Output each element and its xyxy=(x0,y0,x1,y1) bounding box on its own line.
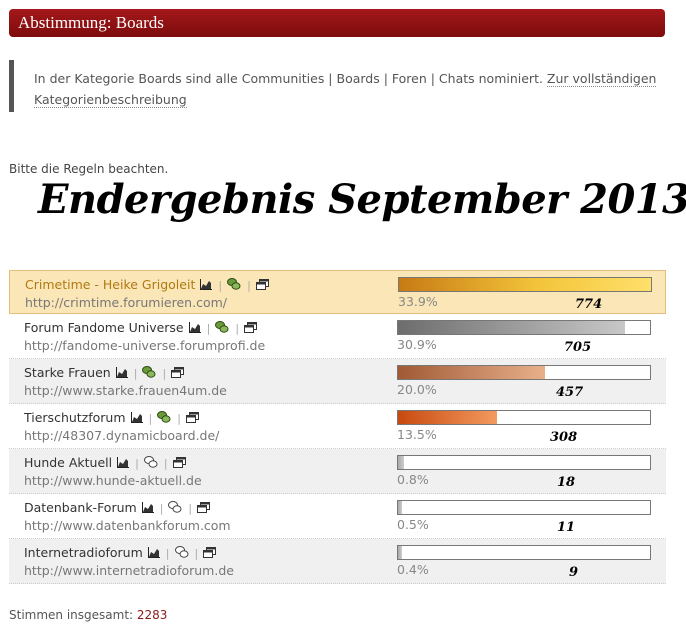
vote-bar xyxy=(397,500,651,515)
vote-bar xyxy=(397,410,651,425)
poll-results: Crimetime - Heike Grigoleit | | http://crim… xyxy=(9,270,666,584)
window-icon[interactable] xyxy=(197,501,211,516)
vote-bar xyxy=(397,365,651,380)
total-label: Stimmen insgesamt: xyxy=(9,608,134,622)
vote-bar-fill xyxy=(398,546,402,559)
separator: | xyxy=(133,367,138,380)
vote-count: 705 xyxy=(564,340,592,355)
poll-row: Crimetime - Heike Grigoleit | | http://crim… xyxy=(9,270,666,314)
vote-count: 11 xyxy=(557,520,576,535)
separator: | xyxy=(218,279,223,292)
window-icon[interactable] xyxy=(255,278,269,293)
vote-percent: 0.4% xyxy=(397,562,429,577)
separator: | xyxy=(194,547,199,560)
chart-icon[interactable] xyxy=(200,278,213,293)
speech-bubble-icon[interactable] xyxy=(142,366,156,381)
speech-bubble-icon[interactable] xyxy=(174,546,189,561)
poll-row: Hunde Aktuell | | http://www.hunde-aktuell.… xyxy=(9,449,666,494)
poll-row: Starke Frauen | | http://www.starke.frauen4… xyxy=(9,359,666,404)
separator: | xyxy=(177,412,181,425)
separator: | xyxy=(135,457,139,470)
poll-row: Tierschutzforum | | http://48307.dynamicboa… xyxy=(9,404,666,449)
separator: | xyxy=(162,367,167,380)
separator: | xyxy=(247,279,251,292)
board-url[interactable]: http://www.internetradioforum.de xyxy=(24,563,234,578)
poll-row: Datenbank-Forum | | http://www.datenbankfor… xyxy=(9,494,666,539)
vote-percent: 33.9% xyxy=(398,294,438,309)
vote-bar xyxy=(397,455,651,470)
intro-text: In der Kategorie Boards sind alle Commun… xyxy=(34,71,547,86)
board-url[interactable]: http://www.starke.frauen4um.de xyxy=(24,383,227,398)
board-name[interactable]: Datenbank-Forum xyxy=(24,500,137,515)
speech-bubble-icon[interactable] xyxy=(168,501,182,516)
chart-icon[interactable] xyxy=(147,546,160,561)
board-name[interactable]: Hunde Aktuell xyxy=(24,455,113,470)
separator: | xyxy=(165,547,170,560)
result-title: Endergebnis September 2013 xyxy=(38,176,686,223)
chart-icon[interactable] xyxy=(117,456,130,471)
separator: | xyxy=(235,322,240,335)
poll-row: Internetradioforum | | http://www.internetr… xyxy=(9,539,666,584)
vote-percent: 30.9% xyxy=(397,337,437,352)
board-url[interactable]: http://crimtime.forumieren.com/ xyxy=(25,295,227,310)
speech-bubble-icon[interactable] xyxy=(215,321,229,336)
separator: | xyxy=(163,457,168,470)
separator: | xyxy=(188,502,193,515)
chart-icon[interactable] xyxy=(130,411,143,426)
chart-icon[interactable] xyxy=(188,321,201,336)
speech-bubble-icon[interactable] xyxy=(157,411,171,426)
window-icon[interactable] xyxy=(244,321,258,336)
board-url[interactable]: http://www.datenbankforum.com xyxy=(24,518,231,533)
vote-bar-fill xyxy=(398,456,404,469)
separator: | xyxy=(206,322,211,335)
speech-bubble-icon[interactable] xyxy=(227,278,241,293)
category-description: In der Kategorie Boards sind alle Commun… xyxy=(9,60,670,112)
vote-percent: 13.5% xyxy=(397,427,437,442)
vote-bar-fill xyxy=(399,278,651,291)
window-icon[interactable] xyxy=(172,456,186,471)
vote-bar-fill xyxy=(398,366,545,379)
vote-bar-fill xyxy=(398,321,625,334)
vote-bar xyxy=(398,277,652,292)
speech-bubble-icon[interactable] xyxy=(143,456,158,471)
vote-percent: 20.0% xyxy=(397,382,437,397)
vote-count: 457 xyxy=(556,385,584,400)
vote-percent: 0.8% xyxy=(397,472,429,487)
category-description-link[interactable]: Zur vollständigen Kategorienbeschreibung xyxy=(34,71,657,108)
rules-note: Bitte die Regeln beachten. xyxy=(9,162,169,176)
vote-count: 774 xyxy=(575,297,603,312)
separator: | xyxy=(159,502,164,515)
vote-count: 308 xyxy=(550,430,578,445)
poll-title: Abstimmung: Boards xyxy=(18,13,164,32)
window-icon[interactable] xyxy=(185,411,199,426)
window-icon[interactable] xyxy=(171,366,185,381)
vote-count: 18 xyxy=(557,475,576,490)
board-name[interactable]: Forum Fandome Universe xyxy=(24,320,184,335)
board-url[interactable]: http://fandome-universe.forumprofi.de xyxy=(24,338,266,353)
poll-row: Forum Fandome Universe | | http://fandome-u… xyxy=(9,314,666,359)
vote-bar-fill xyxy=(398,411,498,424)
board-name[interactable]: Starke Frauen xyxy=(24,365,111,380)
total-votes: Stimmen insgesamt: 2283 xyxy=(9,608,167,622)
board-name[interactable]: Crimetime - Heike Grigoleit xyxy=(25,277,196,292)
vote-bar xyxy=(397,545,651,560)
board-name[interactable]: Internetradioforum xyxy=(24,545,143,560)
poll-header: Abstimmung: Boards xyxy=(9,9,665,37)
total-value: 2283 xyxy=(136,608,168,622)
board-url[interactable]: http://www.hunde-aktuell.de xyxy=(24,473,202,488)
vote-bar-fill xyxy=(398,501,402,514)
chart-icon[interactable] xyxy=(115,366,128,381)
vote-count: 9 xyxy=(569,565,579,580)
board-url[interactable]: http://48307.dynamicboard.de/ xyxy=(24,428,220,443)
window-icon[interactable] xyxy=(203,546,217,561)
board-name[interactable]: Tierschutzforum xyxy=(24,410,126,425)
vote-percent: 0.5% xyxy=(397,517,429,532)
separator: | xyxy=(148,412,153,425)
chart-icon[interactable] xyxy=(141,501,154,516)
vote-bar xyxy=(397,320,651,335)
